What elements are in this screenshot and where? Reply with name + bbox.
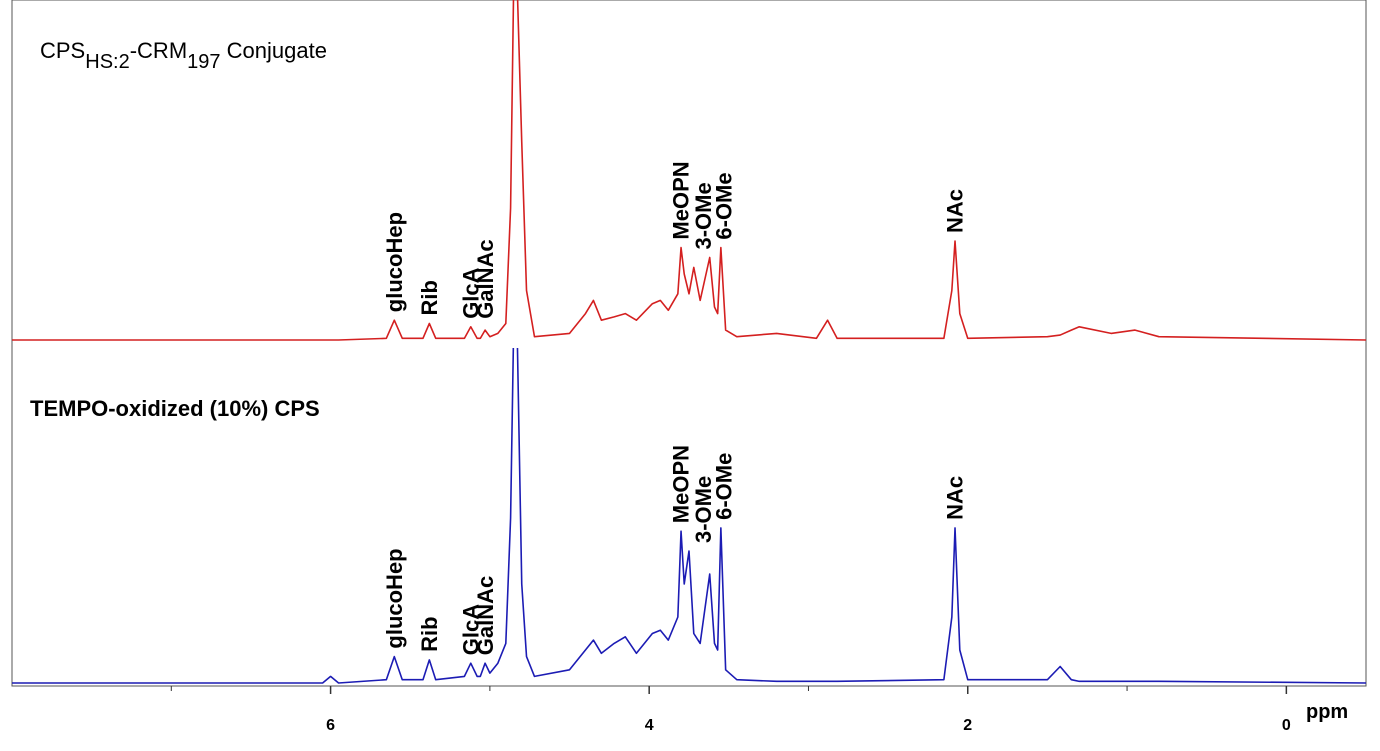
spectrum-line: [12, 0, 1366, 341]
peak-label: 6-OMe: [712, 453, 737, 520]
peak-label: Rib: [417, 616, 442, 651]
panel-title: CPSHS:2-CRM197 Conjugate: [40, 38, 327, 73]
spectrum-group: [12, 348, 1366, 684]
peak-label: 3-OMe: [691, 182, 716, 249]
panel-title: TEMPO-oxidized (10%) CPS: [30, 396, 320, 421]
peak-label: GalNAc: [473, 239, 498, 318]
plot-frame: [11, 0, 1367, 687]
peak-label: MeOPN: [669, 445, 694, 523]
peak-label: Rib: [417, 280, 442, 315]
x-tick-label: 6: [326, 717, 335, 734]
peak-label: NAc: [943, 476, 968, 520]
peak-label: GalNAc: [473, 576, 498, 655]
spectrum-group: [12, 0, 1366, 341]
x-tick-label: 0: [1282, 717, 1291, 734]
panel-title-part: -CRM: [130, 38, 187, 63]
peak-label: NAc: [943, 189, 968, 233]
peak-label: glucoHep: [382, 548, 407, 648]
peak-label: GlcA: [458, 267, 483, 318]
panel-title-part: CPS: [40, 38, 85, 63]
peak-label: glucoHep: [382, 212, 407, 312]
x-tick-label: 2: [963, 717, 972, 734]
peak-label: GlcA: [458, 604, 483, 655]
panel-title-part: Conjugate: [221, 38, 327, 63]
peak-label: 3-OMe: [691, 476, 716, 543]
spectrum-line: [12, 348, 1366, 684]
x-axis-label: ppm: [1306, 701, 1348, 723]
peak-label: 6-OMe: [712, 172, 737, 239]
panel-title-part: 197: [187, 51, 220, 73]
peak-label: MeOPN: [669, 161, 694, 239]
panel-title-part: HS:2: [85, 51, 129, 73]
x-tick-label: 4: [645, 717, 654, 734]
